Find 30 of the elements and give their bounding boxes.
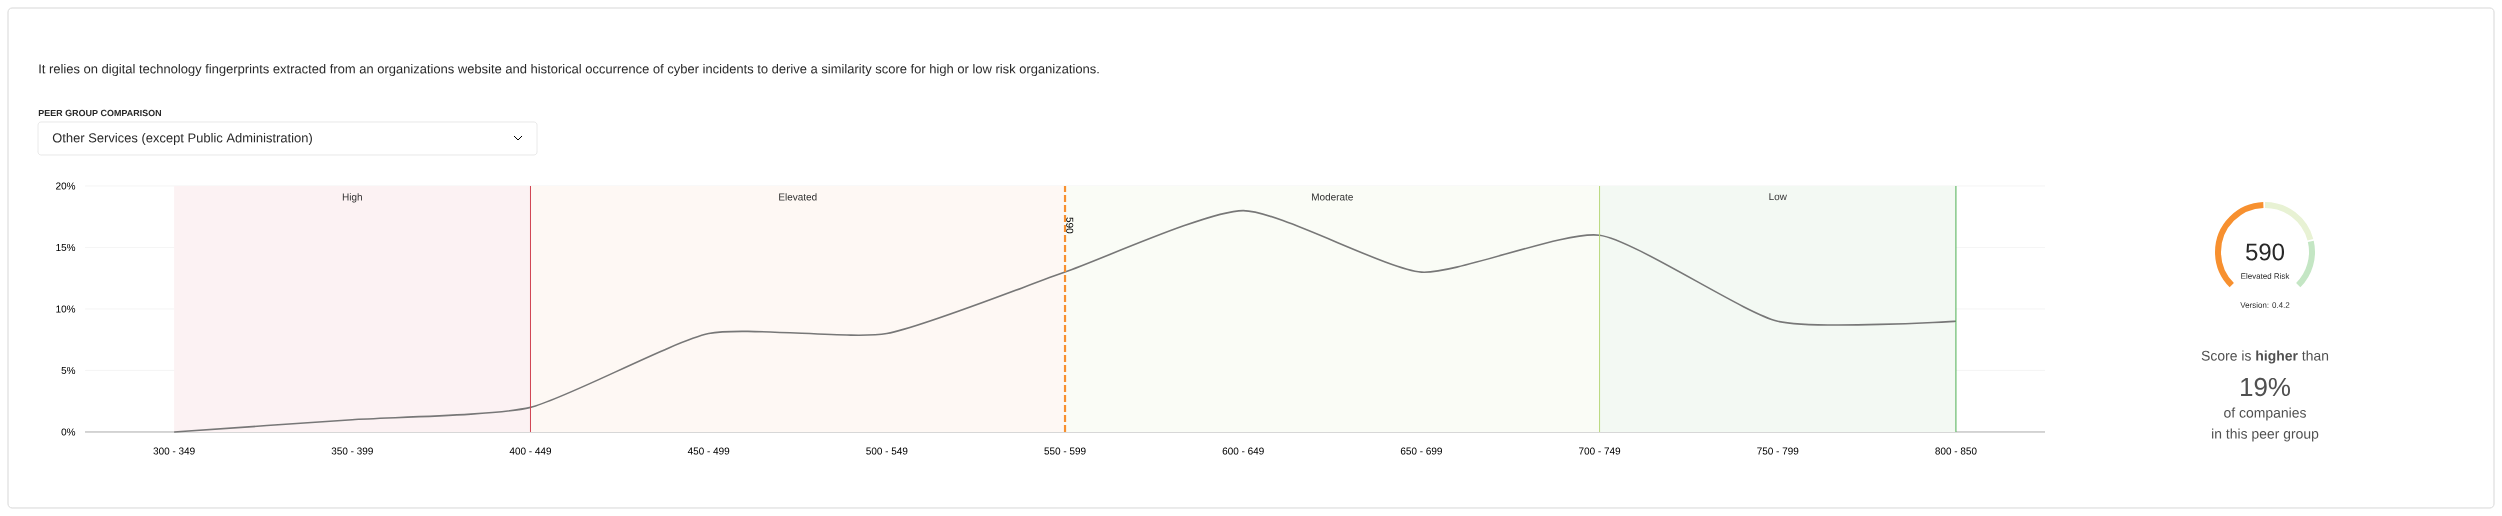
x-tick-label: 800 - 850	[1935, 447, 1977, 455]
band-label: Elevated	[779, 193, 817, 201]
x-tick-label: 350 - 399	[331, 447, 373, 455]
text: PEER GROUP COMPARISON	[38, 109, 162, 117]
x-tick-label: 700 - 749	[1579, 447, 1621, 455]
text: of companies	[2224, 407, 2306, 421]
x-tick-label: 650 - 699	[1400, 447, 1442, 455]
band-label: Low	[1769, 193, 1787, 201]
y-tick-label: 15%	[56, 243, 76, 251]
ref-line-label: 590	[1066, 217, 1074, 234]
text: Other Services (except Public Administration)	[52, 132, 312, 146]
y-tick-label: 5%	[61, 366, 76, 374]
x-tick-label: 300 - 349	[153, 447, 195, 455]
y-tick-label: 0%	[61, 428, 76, 436]
x-tick-label: 550 - 599	[1044, 447, 1086, 455]
x-tick-label: 400 - 449	[509, 447, 552, 455]
y-tick-label: 10%	[56, 305, 76, 313]
x-tick-label: 450 - 499	[687, 447, 730, 455]
text: in this peer group	[2212, 428, 2319, 442]
line-series	[173, 209, 1957, 433]
x-tick-label: 600 - 649	[1222, 447, 1264, 455]
text: 590	[2246, 243, 2285, 261]
band-label: Moderate	[1312, 193, 1353, 201]
text: Score is higher than	[2201, 350, 2329, 364]
x-tick-label: 500 - 549	[866, 447, 908, 455]
text: 19%	[2241, 377, 2290, 397]
band-label: High	[342, 193, 362, 203]
text: It relies on digital technology fingerprints extracted from an organizations website and historical occurrence of cyber incidents to derive a similarity score for high or low risk organizations.	[39, 63, 1099, 77]
x-tick-label: 750 - 799	[1757, 447, 1799, 455]
y-tick-label: 20%	[56, 182, 76, 190]
